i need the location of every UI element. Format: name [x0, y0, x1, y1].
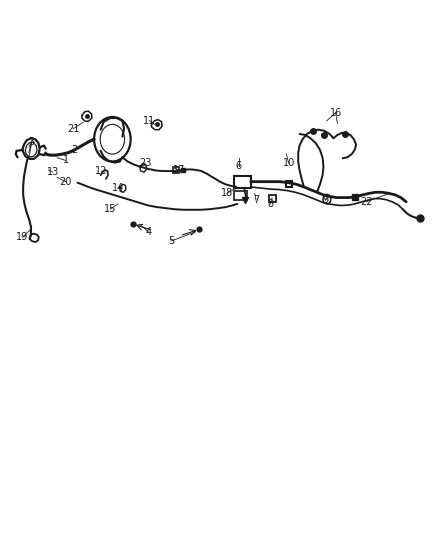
Text: 8: 8 [267, 199, 273, 209]
Text: 15: 15 [104, 204, 117, 214]
Text: 21: 21 [67, 124, 79, 134]
Text: 2: 2 [71, 145, 78, 155]
Text: 20: 20 [60, 176, 72, 187]
Text: 19: 19 [16, 232, 28, 243]
Text: 14: 14 [112, 183, 124, 193]
Text: 7: 7 [253, 195, 259, 205]
Text: 6: 6 [236, 161, 242, 171]
Text: 23: 23 [139, 158, 151, 168]
Text: 17: 17 [173, 165, 185, 175]
Text: 9: 9 [322, 195, 328, 205]
Text: 16: 16 [329, 108, 342, 118]
Text: 13: 13 [46, 167, 59, 177]
Text: 22: 22 [360, 197, 372, 207]
Text: 1: 1 [63, 156, 69, 165]
Text: 12: 12 [95, 166, 108, 176]
Bar [234, 191, 247, 200]
Text: 18: 18 [221, 188, 233, 198]
Text: 4: 4 [145, 227, 152, 237]
Bar [269, 195, 276, 202]
Text: 5: 5 [168, 236, 174, 246]
Bar [234, 176, 251, 188]
Text: 11: 11 [143, 116, 155, 126]
Text: 10: 10 [283, 158, 295, 168]
Text: 3: 3 [29, 137, 35, 147]
